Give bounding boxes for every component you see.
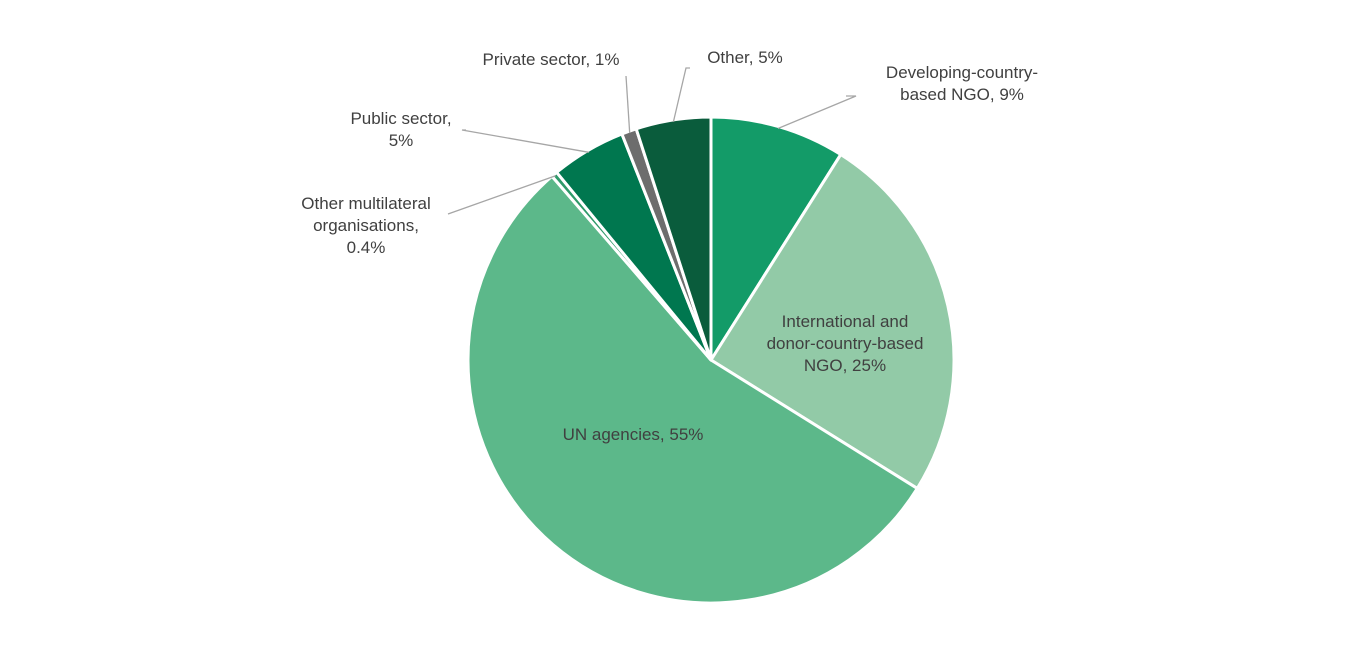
- slice-label-public-sector: Public sector, 5%: [350, 109, 451, 150]
- slice-label-line: UN agencies, 55%: [563, 425, 704, 444]
- slice-label-private-sector: Private sector, 1%: [482, 50, 619, 69]
- slice-label-line: Private sector, 1%: [482, 50, 619, 69]
- pie-slices: [466, 115, 956, 605]
- slice-label-line: 0.4%: [347, 238, 386, 257]
- slice-label-line: 5%: [389, 131, 414, 150]
- slice-label-line: based NGO, 9%: [900, 85, 1024, 104]
- pie-slice-international-and-donor-country-based-ngo: [709, 153, 956, 490]
- leader-line-public-sector: [461, 129, 589, 153]
- pie-slice-developing-country-based-ngo: [709, 115, 843, 362]
- slice-label-line: organisations,: [313, 216, 419, 235]
- pie-slice-other: [634, 115, 713, 362]
- slice-label-line: Public sector,: [350, 109, 451, 128]
- leader-line-developing-country-based-ngo: [777, 95, 857, 130]
- slice-label-international-and-donor-country-based-ngo: International and donor-country-based NGO,…: [767, 312, 924, 375]
- slice-label-line: donor-country-based: [767, 334, 924, 353]
- leader-lines: [447, 67, 857, 215]
- leader-line-other-multilateral-organisations: [447, 175, 556, 215]
- slice-label-line: International and: [782, 312, 909, 331]
- slice-label-line: Other multilateral: [301, 194, 430, 213]
- leader-line-other: [672, 67, 690, 123]
- slice-label-line: NGO, 25%: [804, 356, 886, 375]
- slice-label-other: Other, 5%: [707, 48, 783, 67]
- slice-label-un-agencies: UN agencies, 55%: [563, 425, 704, 444]
- slice-label-line: Developing-country-: [886, 63, 1038, 82]
- slice-label-line: Other, 5%: [707, 48, 783, 67]
- slice-labels: Developing-country-based NGO, 9% Internat…: [301, 48, 1038, 444]
- leader-line-private-sector: [625, 75, 631, 134]
- pie-slice-un-agencies: [466, 174, 919, 605]
- slice-label-developing-country-based-ngo: Developing-country-based NGO, 9%: [886, 63, 1038, 104]
- slice-label-other-multilateral-organisations: Other multilateral organisations, 0.4%: [301, 194, 430, 257]
